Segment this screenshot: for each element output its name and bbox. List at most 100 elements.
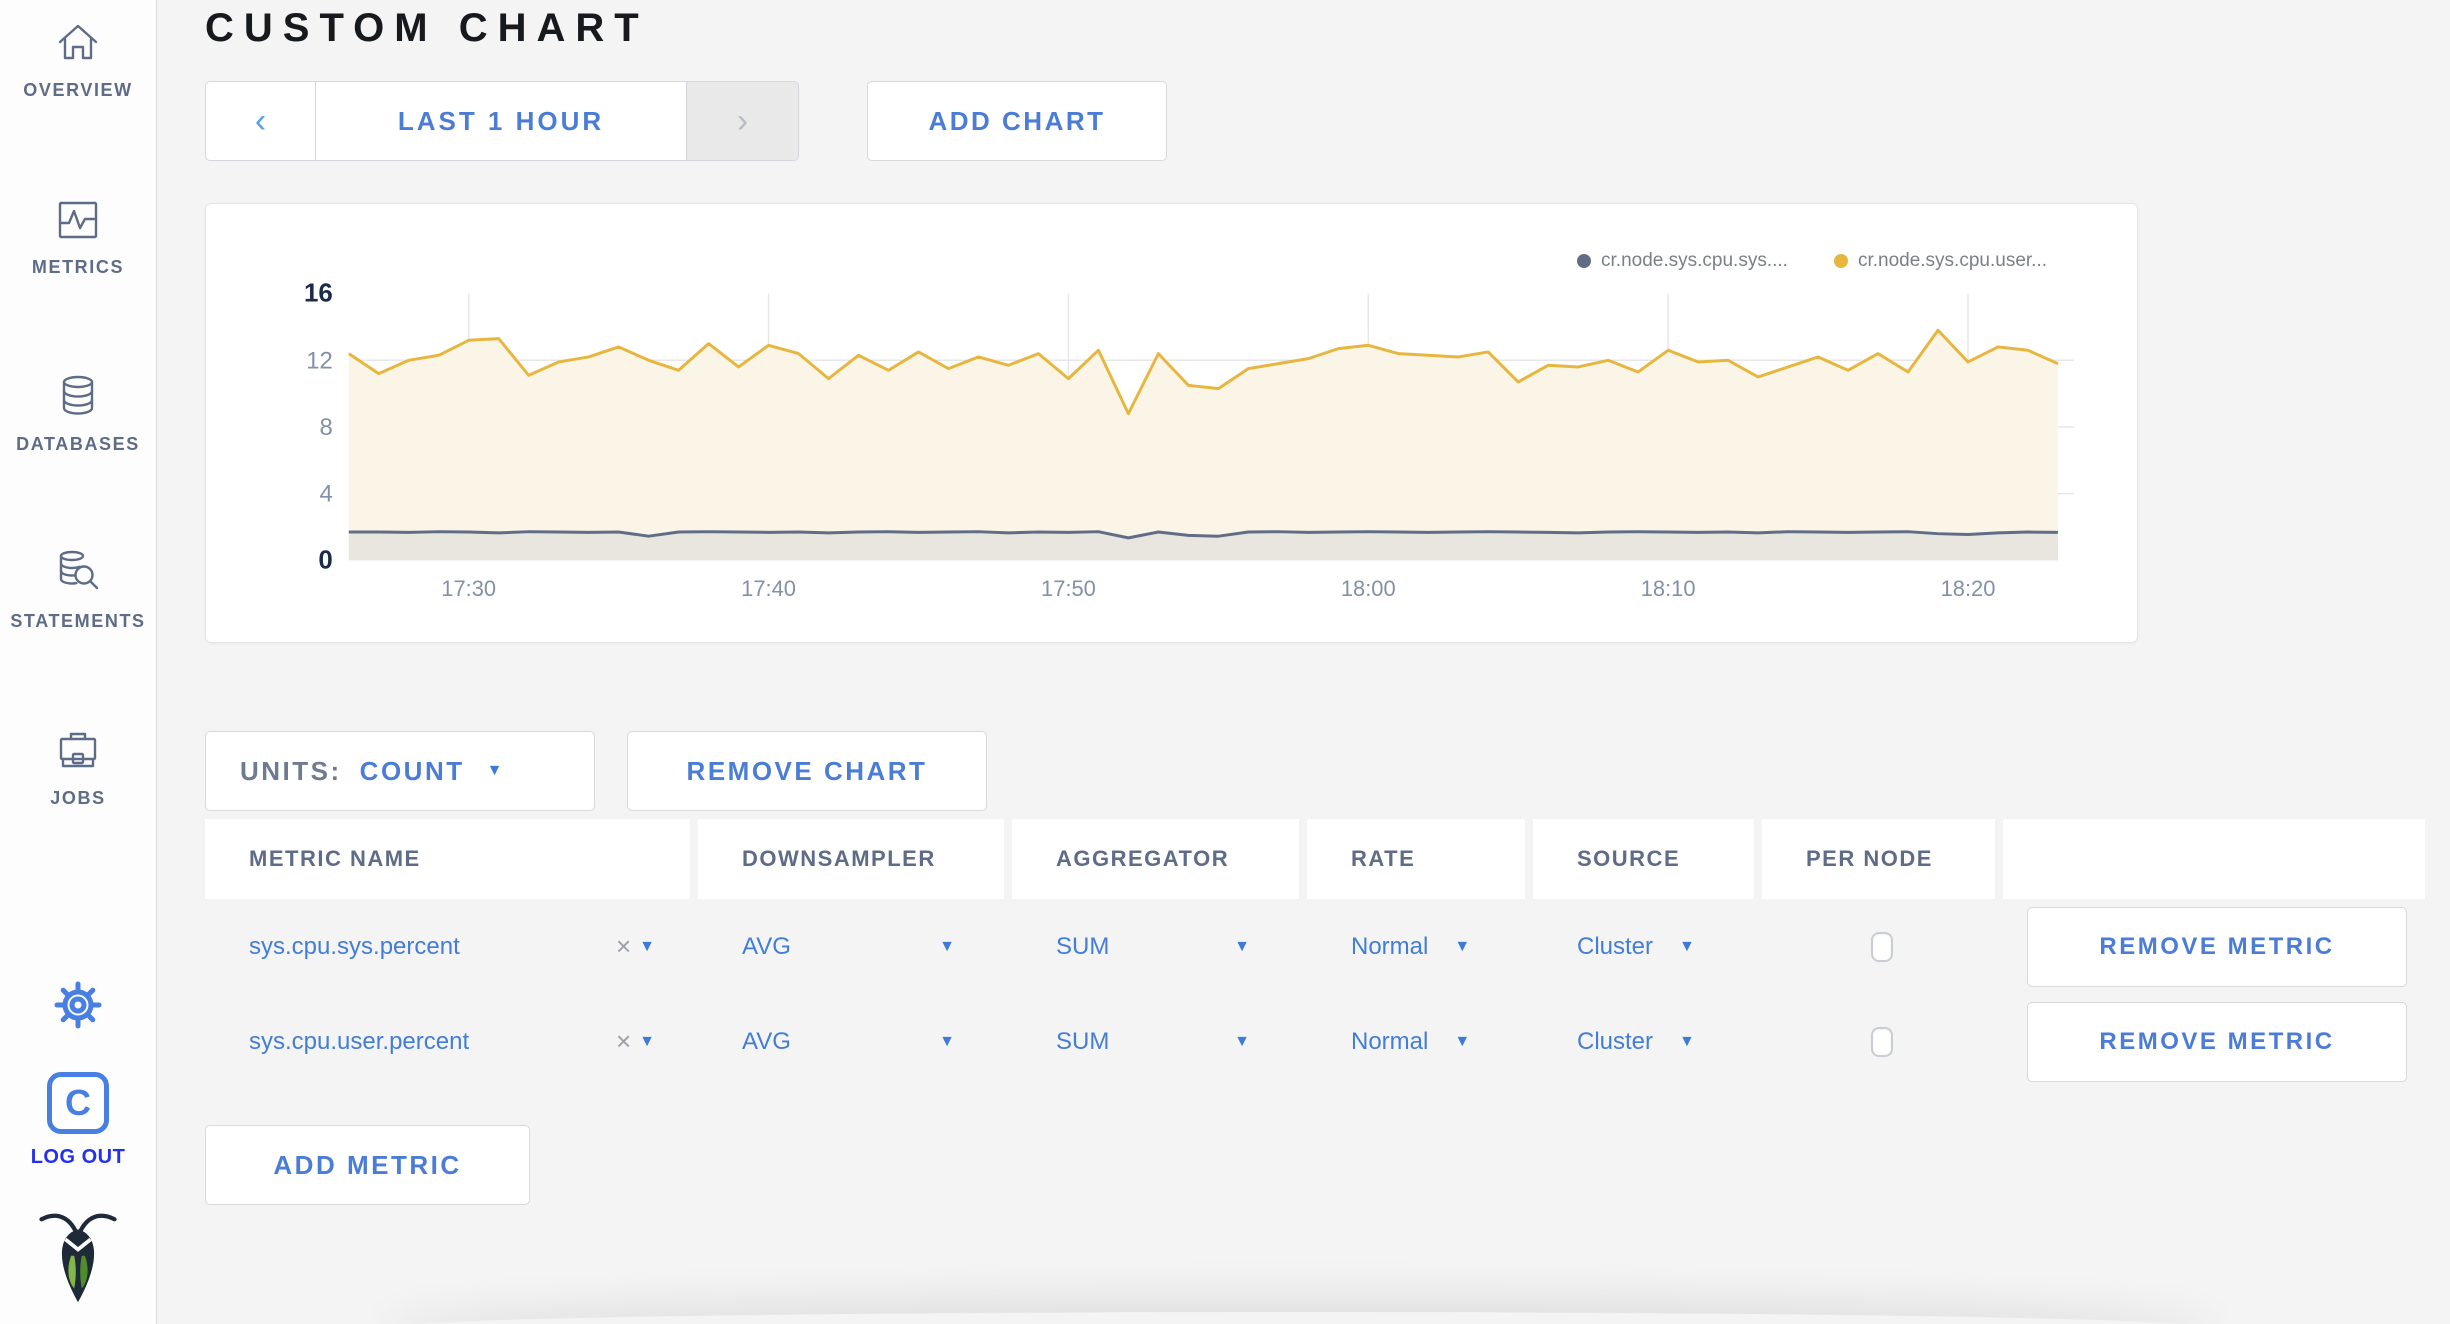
- legend-item-user[interactable]: cr.node.sys.cpu.user...: [1833, 250, 2047, 272]
- svg-text:8: 8: [320, 414, 333, 441]
- gear-icon: [54, 981, 102, 1029]
- metrics-icon: [52, 193, 104, 245]
- rate-value: Normal: [1351, 1027, 1429, 1055]
- table-row: sys.cpu.sys.percent × ▼ AVG ▼ SUM ▼ Norm…: [205, 899, 2427, 994]
- legend-dot-sys: [1577, 254, 1592, 268]
- controls-row: ‹ LAST 1 HOUR › ADD CHART: [205, 81, 2450, 161]
- settings-button[interactable]: [50, 977, 106, 1038]
- svg-text:18:00: 18:00: [1341, 576, 1396, 601]
- cockroach-c-icon: C: [46, 1072, 109, 1134]
- sidebar-item-label: OVERVIEW: [23, 80, 133, 100]
- chevron-down-icon: ▼: [1679, 1032, 1695, 1050]
- aggregator-dropdown[interactable]: SUM ▼: [1012, 1028, 1306, 1056]
- per-node-checkbox[interactable]: [1871, 1026, 1893, 1057]
- downsampler-dropdown[interactable]: AVG ▼: [698, 933, 1011, 961]
- col-header-source: SOURCE: [1533, 819, 1754, 899]
- chevron-down-icon: ▼: [486, 762, 503, 779]
- chevron-down-icon: ▼: [1234, 1032, 1250, 1050]
- legend-dot-user: [1833, 254, 1848, 268]
- time-next-button-disabled[interactable]: ›: [686, 82, 798, 160]
- col-header-metric-name: METRIC NAME: [205, 819, 690, 899]
- chevron-down-icon: ▼: [639, 937, 655, 955]
- sidebar-bottom: C LOG OUT: [31, 977, 126, 1324]
- svg-text:18:10: 18:10: [1641, 576, 1696, 601]
- source-dropdown[interactable]: Cluster ▼: [1533, 1028, 1761, 1056]
- col-header-actions: [2003, 819, 2425, 899]
- metrics-table: METRIC NAME DOWNSAMPLER AGGREGATOR RATE …: [205, 819, 2427, 1089]
- page-title: CUSTOM CHART: [205, 6, 649, 50]
- per-node-cell: [1762, 931, 2002, 962]
- sidebar-item-statements[interactable]: STATEMENTS: [10, 547, 145, 632]
- source-value: Cluster: [1577, 932, 1654, 960]
- svg-text:17:40: 17:40: [741, 576, 796, 601]
- home-icon: [52, 16, 104, 68]
- svg-text:18:20: 18:20: [1941, 576, 1996, 601]
- sidebar-item-jobs[interactable]: JOBS: [50, 724, 105, 809]
- sidebar-item-label: DATABASES: [16, 434, 140, 454]
- chevron-down-icon: ▼: [939, 1032, 955, 1050]
- databases-icon: [52, 370, 104, 422]
- add-metric-button[interactable]: ADD METRIC: [205, 1125, 530, 1205]
- sidebar-item-metrics[interactable]: METRICS: [32, 193, 124, 278]
- add-chart-button[interactable]: ADD CHART: [867, 81, 1167, 161]
- chevron-down-icon: ▼: [639, 1032, 655, 1050]
- units-label: UNITS:: [240, 755, 342, 786]
- remove-metric-button[interactable]: REMOVE METRIC: [2027, 906, 2407, 987]
- svg-text:16: 16: [304, 280, 333, 308]
- sidebar-item-overview[interactable]: OVERVIEW: [23, 16, 133, 101]
- legend-label-user: cr.node.sys.cpu.user...: [1857, 250, 2047, 271]
- jobs-icon: [52, 724, 104, 776]
- units-row: UNITS: COUNT ▼ REMOVE CHART: [205, 731, 2450, 811]
- metric-name-value: sys.cpu.user.percent: [249, 1027, 470, 1055]
- logout-button[interactable]: C LOG OUT: [31, 1072, 126, 1169]
- sidebar-item-label: JOBS: [50, 788, 106, 808]
- aggregator-dropdown[interactable]: SUM ▼: [1012, 933, 1306, 961]
- downsampler-value: AVG: [742, 932, 791, 960]
- time-window-value: LAST 1 HOUR: [397, 105, 605, 136]
- chevron-down-icon: ▼: [939, 937, 955, 955]
- chevron-down-icon: ▼: [1234, 937, 1250, 955]
- remove-chart-button[interactable]: REMOVE CHART: [627, 731, 987, 811]
- chevron-right-icon: ›: [736, 101, 749, 140]
- units-dropdown[interactable]: UNITS: COUNT ▼: [205, 731, 595, 811]
- sidebar-item-databases[interactable]: DATABASES: [16, 370, 140, 455]
- units-value: COUNT: [359, 755, 465, 786]
- chart-legend: cr.node.sys.cpu.sys.... cr.node.sys.cpu.…: [1577, 250, 2047, 272]
- downsampler-value: AVG: [742, 1027, 791, 1055]
- aggregator-value: SUM: [1056, 1027, 1110, 1055]
- legend-item-sys[interactable]: cr.node.sys.cpu.sys....: [1577, 250, 1788, 272]
- col-header-aggregator: AGGREGATOR: [1012, 819, 1299, 899]
- sidebar-item-label: STATEMENTS: [10, 611, 146, 631]
- clear-icon[interactable]: ×: [615, 1026, 632, 1056]
- custom-chart-plot[interactable]: 17:30 17:40 17:50 18:00 18:10 18:20 0 4 8 12 16: [206, 204, 2137, 642]
- table-row: sys.cpu.user.percent × ▼ AVG ▼ SUM ▼ Nor…: [205, 994, 2427, 1089]
- time-window-dropdown[interactable]: LAST 1 HOUR: [316, 82, 686, 160]
- rate-dropdown[interactable]: Normal ▼: [1307, 1028, 1532, 1056]
- per-node-cell: [1762, 1026, 2002, 1057]
- svg-text:17:30: 17:30: [441, 576, 496, 601]
- rate-dropdown[interactable]: Normal ▼: [1307, 933, 1532, 961]
- svg-text:0: 0: [318, 546, 332, 574]
- col-header-per-node: PER NODE: [1762, 819, 1995, 899]
- main-content: CUSTOM CHART ‹ LAST 1 HOUR › ADD CHART 1…: [157, 0, 2450, 1324]
- action-cell: REMOVE METRIC: [2003, 1001, 2425, 1082]
- clear-icon[interactable]: ×: [615, 931, 632, 961]
- time-prev-button[interactable]: ‹: [206, 82, 316, 160]
- downsampler-dropdown[interactable]: AVG ▼: [698, 1028, 1011, 1056]
- remove-metric-button[interactable]: REMOVE METRIC: [2027, 1001, 2407, 1082]
- metric-name-value: sys.cpu.sys.percent: [249, 932, 460, 960]
- c-letter: C: [64, 1082, 91, 1123]
- col-header-downsampler: DOWNSAMPLER: [698, 819, 1004, 899]
- statements-icon: [52, 547, 104, 599]
- metric-name-dropdown[interactable]: sys.cpu.sys.percent × ▼: [205, 931, 697, 962]
- svg-text:12: 12: [306, 347, 333, 374]
- chevron-down-icon: ▼: [1454, 937, 1471, 955]
- per-node-checkbox[interactable]: [1871, 931, 1893, 962]
- chart-card: 17:30 17:40 17:50 18:00 18:10 18:20 0 4 8 12 16 cr…: [205, 203, 2138, 643]
- source-value: Cluster: [1577, 1027, 1654, 1055]
- logout-label: LOG OUT: [30, 1146, 126, 1168]
- metric-name-dropdown[interactable]: sys.cpu.user.percent × ▼: [205, 1026, 697, 1057]
- chevron-down-icon: ▼: [1454, 1032, 1471, 1050]
- source-dropdown[interactable]: Cluster ▼: [1533, 933, 1761, 961]
- chevron-left-icon: ‹: [254, 101, 267, 140]
